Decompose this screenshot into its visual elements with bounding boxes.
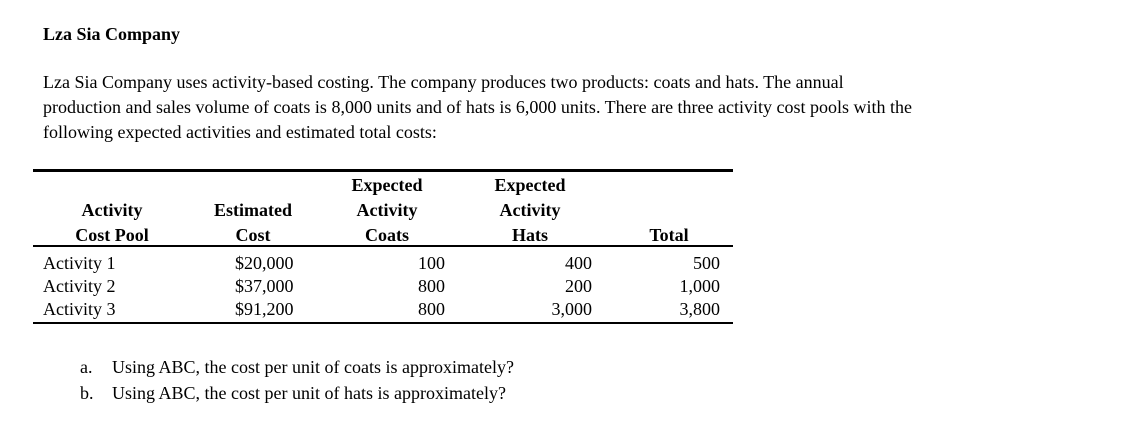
table-cell: Activity 1 — [43, 253, 116, 273]
column-header: Expected — [351, 175, 423, 195]
intro-line: following expected activities and estima… — [43, 122, 437, 142]
table-cell: 100 — [418, 253, 445, 273]
column-header: Activity — [356, 200, 418, 220]
column-header: Cost — [235, 225, 271, 245]
table-cell: 500 — [693, 253, 720, 273]
table-cell: $37,000 — [235, 276, 294, 296]
table-top-rule — [33, 169, 733, 172]
table-cell: 400 — [565, 253, 592, 273]
intro-line: production and sales volume of coats is … — [43, 97, 913, 117]
question-marker: a. — [80, 357, 93, 377]
table-bottom-rule — [33, 322, 733, 324]
table-cell: $20,000 — [235, 253, 294, 273]
intro-line: Lza Sia Company uses activity-based cost… — [43, 72, 844, 92]
table-cell: 800 — [418, 276, 445, 296]
table-cell: Activity 3 — [43, 299, 116, 319]
table-cell: 1,000 — [679, 276, 721, 296]
table-cell: Activity 2 — [43, 276, 116, 296]
question-text: Using ABC, the cost per unit of coats is… — [112, 357, 514, 377]
title: Lza Sia Company — [43, 24, 181, 44]
table-cell: 200 — [565, 276, 592, 296]
table-cell: 3,800 — [679, 299, 721, 319]
table-cell: 800 — [418, 299, 445, 319]
table-cell: 3,000 — [551, 299, 593, 319]
column-header: Activity — [499, 200, 561, 220]
question-text: Using ABC, the cost per unit of hats is … — [112, 383, 506, 403]
table-cell: $91,200 — [235, 299, 294, 319]
column-header: Activity — [81, 200, 143, 220]
column-header: Total — [649, 225, 689, 245]
column-header: Hats — [512, 225, 548, 245]
column-header: Cost Pool — [75, 225, 149, 245]
question-marker: b. — [80, 383, 94, 403]
table-header-rule — [33, 245, 733, 247]
column-header: Expected — [494, 175, 566, 195]
column-header: Coats — [365, 225, 409, 245]
column-header: Estimated — [214, 200, 292, 220]
